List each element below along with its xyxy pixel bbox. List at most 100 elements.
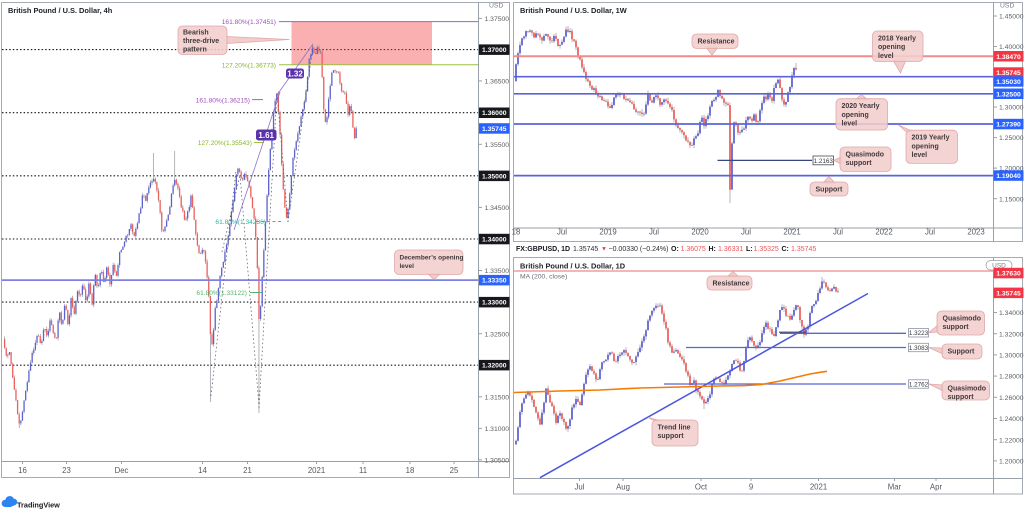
svg-text:23: 23	[62, 466, 71, 475]
svg-text:1.36075: 1.36075	[681, 246, 706, 253]
svg-text:Mar: Mar	[888, 483, 902, 492]
svg-text:1.34500: 1.34500	[485, 205, 510, 212]
svg-text:USD: USD	[992, 263, 1006, 270]
svg-text:1.37500: 1.37500	[485, 16, 510, 23]
svg-text:support: support	[658, 433, 685, 440]
svg-text:MA (200, close): MA (200, close)	[520, 274, 567, 281]
svg-text:1.35325: 1.35325	[754, 246, 779, 253]
svg-text:Quasimodo: Quasimodo	[943, 315, 982, 322]
svg-text:Jul: Jul	[833, 228, 843, 237]
svg-text:1.2762: 1.2762	[909, 381, 929, 388]
svg-text:127.20%(1.36773): 127.20%(1.36773)	[222, 62, 276, 69]
svg-text:1.3223: 1.3223	[909, 330, 929, 337]
svg-text:Apr: Apr	[930, 483, 943, 492]
svg-text:1.19040: 1.19040	[996, 173, 1021, 180]
svg-text:1.22000: 1.22000	[999, 437, 1024, 444]
svg-text:1.36500: 1.36500	[485, 79, 510, 86]
svg-text:level: level	[842, 121, 858, 128]
svg-text:Quasimodo: Quasimodo	[846, 151, 885, 158]
svg-text:2023: 2023	[967, 228, 984, 237]
svg-text:2019: 2019	[599, 228, 616, 237]
svg-text:Support: Support	[816, 186, 843, 193]
svg-text:161.80%(1.37451): 161.80%(1.37451)	[222, 19, 276, 26]
svg-text:British Pound / U.S. Dollar, 1: British Pound / U.S. Dollar, 1D	[520, 262, 626, 271]
svg-text:support: support	[948, 394, 975, 401]
svg-text:161.80%(1.36215): 161.80%(1.36215)	[196, 97, 250, 104]
svg-text:1.45000: 1.45000	[999, 14, 1024, 21]
svg-text:1.38470: 1.38470	[996, 54, 1021, 61]
svg-text:1.33350: 1.33350	[482, 278, 507, 285]
svg-text:1.27390: 1.27390	[996, 122, 1021, 129]
svg-text:1.25000: 1.25000	[999, 135, 1024, 142]
svg-text:Jul: Jul	[575, 483, 585, 492]
svg-text:1.40000: 1.40000	[999, 44, 1024, 51]
svg-text:opening: opening	[842, 112, 869, 119]
svg-text:1.37000: 1.37000	[482, 47, 507, 54]
svg-text:1.31500: 1.31500	[485, 394, 510, 401]
svg-text:1.20000: 1.20000	[999, 459, 1024, 466]
svg-text:Oct: Oct	[695, 483, 708, 492]
svg-text:2021: 2021	[783, 228, 800, 237]
svg-text:O:: O:	[671, 246, 679, 253]
svg-text:Jul: Jul	[557, 228, 567, 237]
svg-text:1.36000: 1.36000	[482, 110, 507, 117]
svg-text:9: 9	[749, 483, 753, 492]
svg-text:level: level	[400, 263, 415, 270]
svg-text:C:: C:	[782, 246, 789, 253]
svg-text:11: 11	[359, 466, 367, 475]
svg-text:18: 18	[406, 466, 415, 475]
svg-text:1.35500: 1.35500	[485, 142, 510, 149]
svg-text:1.34000: 1.34000	[999, 310, 1024, 317]
svg-text:▼: ▼	[601, 246, 607, 252]
svg-text:16: 16	[18, 466, 27, 475]
svg-text:14: 14	[198, 466, 207, 475]
svg-text:1.30500: 1.30500	[485, 458, 510, 465]
svg-text:1.15000: 1.15000	[999, 196, 1024, 203]
svg-text:1.36331: 1.36331	[718, 246, 743, 253]
svg-text:Resistance: Resistance	[698, 38, 735, 45]
svg-text:Support: Support	[948, 348, 975, 355]
svg-text:1.35745: 1.35745	[482, 126, 507, 133]
svg-text:1.26000: 1.26000	[999, 395, 1024, 402]
svg-text:2019 Yearly: 2019 Yearly	[912, 135, 950, 142]
svg-text:61.80%(1.33122): 61.80%(1.33122)	[196, 290, 247, 297]
svg-text:2020: 2020	[691, 228, 709, 237]
svg-text:−0.00330 (−0.24%): −0.00330 (−0.24%)	[609, 246, 669, 253]
svg-text:USD: USD	[489, 3, 503, 10]
svg-text:1.30000: 1.30000	[999, 353, 1024, 360]
svg-text:Quasimodo: Quasimodo	[948, 385, 987, 392]
svg-text:opening: opening	[912, 143, 939, 150]
svg-text:1.37630: 1.37630	[996, 271, 1021, 278]
svg-text:1.28000: 1.28000	[999, 374, 1024, 381]
svg-text:opening: opening	[878, 44, 905, 51]
svg-text:British Pound / U.S. Dollar, 1: British Pound / U.S. Dollar, 1W	[520, 6, 627, 15]
svg-text:December’s opening: December’s opening	[400, 254, 464, 261]
svg-text:1.3083: 1.3083	[909, 345, 929, 352]
svg-text:Bearish: Bearish	[183, 29, 209, 36]
svg-text:support: support	[943, 324, 970, 331]
svg-text:1.32000: 1.32000	[482, 363, 507, 370]
svg-text:pattern: pattern	[183, 47, 207, 54]
svg-text:1.32500: 1.32500	[996, 91, 1021, 98]
svg-text:Resistance: Resistance	[713, 280, 750, 287]
svg-text:1.30000: 1.30000	[999, 105, 1024, 112]
svg-text:127.20%(1.35543): 127.20%(1.35543)	[198, 140, 252, 147]
svg-text:L:: L:	[746, 246, 753, 253]
svg-text:Trend line: Trend line	[658, 424, 691, 431]
svg-text:2021: 2021	[308, 466, 325, 475]
svg-text:H:: H:	[709, 246, 716, 253]
svg-text:support: support	[846, 160, 873, 167]
svg-text:18: 18	[512, 228, 521, 237]
svg-text:25: 25	[450, 466, 459, 475]
svg-text:Aug: Aug	[616, 483, 630, 492]
svg-text:Jul: Jul	[649, 228, 659, 237]
svg-text:1.32500: 1.32500	[485, 331, 510, 338]
svg-text:Dec: Dec	[115, 466, 129, 475]
svg-text:1.35000: 1.35000	[482, 173, 507, 180]
svg-text:FX:GBPUSD, 1D: FX:GBPUSD, 1D	[516, 246, 570, 253]
svg-text:2022: 2022	[875, 228, 892, 237]
svg-text:1.32: 1.32	[287, 69, 303, 78]
svg-text:1.33000: 1.33000	[482, 300, 507, 307]
svg-text:21: 21	[243, 466, 252, 475]
svg-text:three-drive: three-drive	[183, 38, 219, 45]
